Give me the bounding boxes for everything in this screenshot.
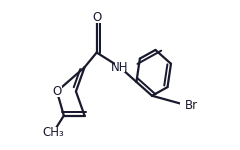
Text: O: O [52,85,61,98]
Bar [92,13,102,23]
Text: NH: NH [111,61,129,74]
Bar [115,62,125,72]
Text: Br: Br [185,99,198,112]
Bar [46,127,61,137]
Bar [180,100,190,110]
Text: CH₃: CH₃ [42,126,64,139]
Text: O: O [92,11,101,24]
Bar [52,86,62,97]
